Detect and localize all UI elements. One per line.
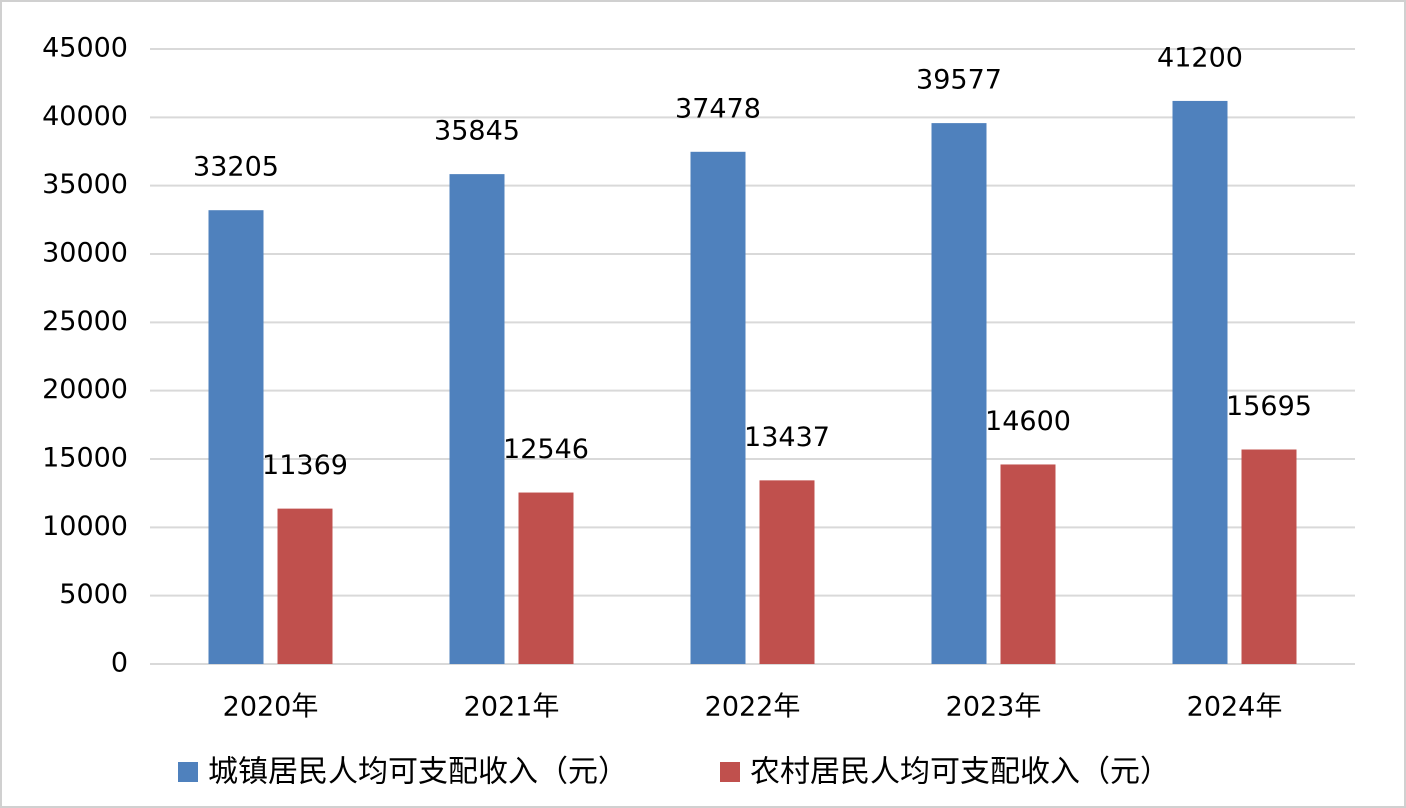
value-label: 15695 [1226,391,1312,422]
value-label: 41200 [1157,42,1243,73]
value-label: 13437 [744,422,830,453]
bar [759,480,815,664]
x-tick-label: 2022年 [705,692,801,723]
y-tick-label: 10000 [42,511,128,542]
value-label: 14600 [985,406,1071,437]
value-label: 35845 [434,116,520,147]
value-label: 12546 [503,434,589,465]
value-label: 39577 [916,65,1002,96]
bar [449,174,505,664]
x-tick-label: 2020年 [223,692,319,723]
x-tick-label: 2023年 [946,692,1042,723]
legend-swatch [720,762,740,782]
bar [277,508,333,664]
bar [208,210,264,664]
y-tick-label: 15000 [42,443,128,474]
legend-swatch [178,762,198,782]
bar [690,151,746,664]
value-label: 37478 [675,93,761,124]
legend-label: 农村居民人均可支配收入（元） [750,755,1170,790]
y-tick-label: 35000 [42,169,128,200]
legend-label: 城镇居民人均可支配收入（元） [208,755,628,790]
y-tick-label: 45000 [42,33,128,64]
bar [931,123,987,665]
value-label: 11369 [262,450,348,481]
value-label: 33205 [193,152,279,183]
x-tick-label: 2024年 [1187,692,1283,723]
bar [1241,449,1297,664]
bar [518,492,574,664]
y-tick-label: 5000 [59,579,128,610]
y-tick-label: 0 [111,648,128,679]
y-tick-label: 25000 [42,306,128,337]
y-tick-label: 20000 [42,374,128,405]
bar [1000,464,1056,664]
y-tick-label: 40000 [42,101,128,132]
y-tick-label: 30000 [42,238,128,269]
x-tick-label: 2021年 [464,692,560,723]
bar [1172,100,1228,664]
